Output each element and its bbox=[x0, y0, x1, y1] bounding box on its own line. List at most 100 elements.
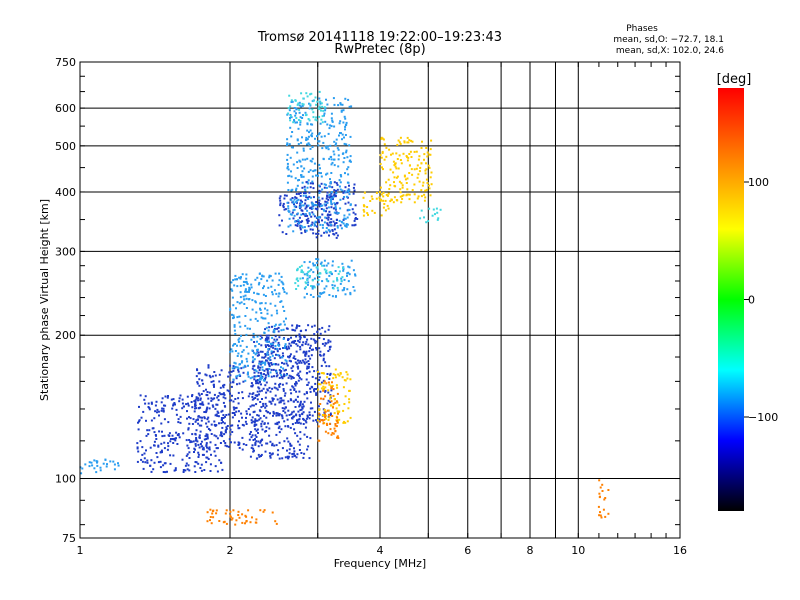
data-point bbox=[330, 433, 333, 436]
data-point bbox=[306, 278, 309, 281]
data-point bbox=[263, 379, 266, 382]
data-point bbox=[335, 212, 338, 215]
data-point bbox=[320, 102, 323, 105]
data-point bbox=[304, 358, 307, 361]
data-point bbox=[299, 194, 302, 197]
data-point bbox=[353, 183, 356, 186]
data-point bbox=[237, 370, 240, 373]
data-point bbox=[334, 374, 337, 376]
data-point bbox=[195, 419, 198, 422]
data-point bbox=[428, 184, 430, 187]
data-point bbox=[200, 419, 203, 422]
data-point bbox=[328, 365, 331, 368]
data-point bbox=[399, 136, 402, 139]
data-point bbox=[309, 407, 312, 410]
data-point bbox=[311, 180, 314, 183]
data-point bbox=[278, 292, 281, 295]
data-point bbox=[424, 196, 427, 199]
data-point bbox=[216, 470, 219, 473]
data-point bbox=[169, 462, 172, 465]
data-point bbox=[337, 289, 340, 292]
data-point bbox=[332, 220, 335, 223]
data-point bbox=[249, 521, 252, 524]
data-point bbox=[200, 424, 203, 427]
data-point bbox=[346, 420, 349, 423]
data-point bbox=[337, 266, 340, 269]
data-point bbox=[333, 193, 336, 196]
data-point bbox=[301, 406, 304, 409]
data-point bbox=[318, 295, 321, 298]
data-point bbox=[279, 397, 282, 400]
data-point bbox=[276, 354, 279, 357]
data-point bbox=[279, 195, 282, 198]
data-point bbox=[241, 416, 243, 419]
data-point bbox=[298, 266, 301, 269]
data-point bbox=[298, 415, 301, 418]
data-point bbox=[302, 194, 305, 197]
data-point bbox=[338, 404, 341, 407]
data-point bbox=[237, 340, 240, 343]
data-point bbox=[206, 418, 209, 421]
data-point bbox=[290, 367, 293, 370]
data-point bbox=[310, 285, 313, 287]
data-point bbox=[229, 307, 232, 310]
data-point bbox=[343, 214, 346, 217]
data-point bbox=[218, 373, 221, 376]
data-point bbox=[288, 94, 291, 97]
data-point bbox=[286, 153, 289, 156]
data-point bbox=[248, 290, 250, 293]
data-point bbox=[325, 414, 328, 417]
data-point bbox=[334, 195, 337, 198]
data-point bbox=[236, 344, 238, 347]
data-point bbox=[344, 172, 346, 175]
data-point bbox=[330, 272, 333, 275]
data-point bbox=[178, 400, 181, 403]
data-point bbox=[146, 461, 149, 464]
data-point bbox=[313, 222, 316, 225]
data-point bbox=[305, 282, 308, 285]
data-point bbox=[191, 395, 193, 398]
data-point bbox=[188, 416, 190, 419]
data-point bbox=[295, 390, 298, 393]
data-point bbox=[275, 372, 278, 374]
data-point bbox=[320, 135, 323, 138]
stats-o-mode: mean, sd,O: −72.7, 18.1 bbox=[613, 35, 724, 45]
data-point bbox=[285, 292, 288, 295]
data-point bbox=[306, 214, 309, 217]
data-point bbox=[289, 442, 292, 445]
data-point bbox=[254, 394, 257, 397]
data-point bbox=[166, 470, 168, 473]
data-point bbox=[265, 391, 268, 394]
data-point bbox=[199, 406, 202, 409]
data-point bbox=[237, 391, 240, 394]
data-point bbox=[280, 376, 283, 378]
data-point bbox=[282, 347, 285, 349]
data-point bbox=[348, 266, 351, 269]
data-point bbox=[291, 201, 294, 204]
data-point bbox=[163, 447, 166, 450]
data-point bbox=[335, 222, 338, 224]
data-point bbox=[331, 260, 334, 263]
data-point bbox=[344, 117, 347, 120]
data-point bbox=[383, 203, 386, 205]
data-point bbox=[288, 356, 291, 359]
data-point bbox=[113, 468, 116, 471]
data-point bbox=[292, 400, 295, 403]
data-point bbox=[333, 153, 336, 156]
data-point bbox=[139, 440, 142, 443]
data-point bbox=[426, 155, 429, 158]
data-point bbox=[194, 403, 196, 406]
data-point bbox=[429, 176, 432, 179]
data-point bbox=[260, 374, 263, 377]
data-point bbox=[150, 419, 153, 422]
data-point bbox=[318, 97, 321, 100]
data-point bbox=[425, 147, 428, 149]
data-point bbox=[343, 157, 346, 159]
data-point bbox=[340, 110, 343, 113]
data-point bbox=[278, 376, 281, 379]
data-point bbox=[267, 362, 270, 365]
data-point bbox=[325, 203, 328, 206]
data-point bbox=[323, 414, 326, 417]
data-point bbox=[311, 325, 314, 328]
data-point bbox=[296, 419, 298, 422]
